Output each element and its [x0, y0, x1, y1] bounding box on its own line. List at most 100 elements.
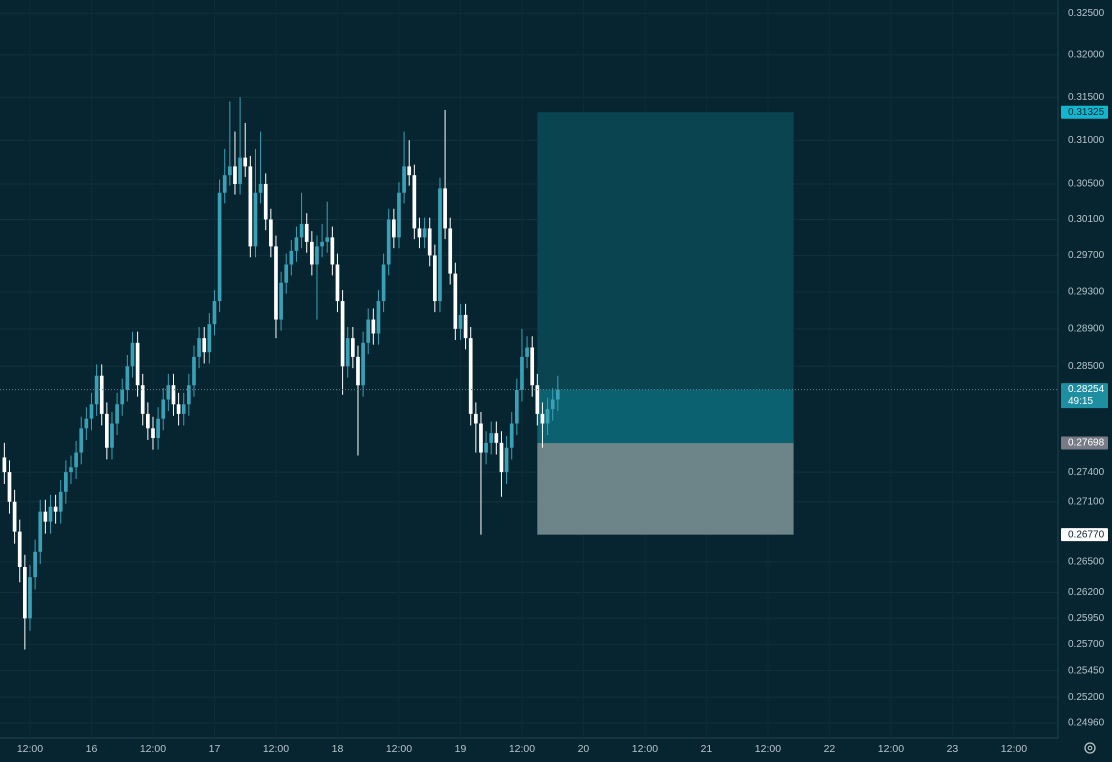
- x-tick-label: 22: [824, 743, 836, 755]
- candle-body: [371, 319, 376, 334]
- candle-body: [187, 385, 191, 405]
- candle-body: [468, 338, 473, 414]
- candle-body: [79, 428, 84, 453]
- countdown-label: 49:15: [1068, 396, 1093, 407]
- candle-body: [279, 282, 283, 320]
- candle-body: [284, 264, 289, 283]
- candle-body: [135, 342, 140, 386]
- candle-body: [366, 319, 371, 343]
- candle-body: [289, 250, 294, 265]
- target-price-label-box: [1061, 105, 1108, 119]
- candle-body: [448, 228, 453, 274]
- y-tick-label: 0.25200: [1068, 692, 1105, 703]
- candle-body: [489, 433, 494, 443]
- candle-body: [340, 301, 345, 367]
- candle-body: [402, 166, 406, 193]
- y-tick-label: 0.25450: [1068, 665, 1105, 676]
- last-price-label: 0.28254: [1068, 384, 1105, 395]
- y-tick-label: 0.26200: [1068, 587, 1105, 598]
- candle-body: [268, 219, 273, 247]
- candle-body: [202, 338, 207, 353]
- y-tick-label: 0.25950: [1068, 613, 1105, 624]
- candle-body: [550, 399, 555, 410]
- candle-body: [58, 491, 63, 512]
- candle-body: [253, 192, 258, 247]
- x-tick-label: 12:00: [386, 743, 412, 755]
- candle-body: [315, 246, 319, 265]
- candle-body: [381, 264, 386, 302]
- y-tick-label: 0.32500: [1068, 8, 1105, 19]
- candle-body: [69, 467, 73, 473]
- candle-body: [417, 228, 422, 238]
- candle-body: [7, 472, 12, 502]
- candle-body: [28, 577, 32, 619]
- candle-body: [166, 385, 171, 400]
- candle-body: [23, 566, 27, 619]
- candle-body: [356, 356, 360, 386]
- candle-body: [504, 447, 509, 473]
- candle-body: [499, 442, 504, 473]
- y-tick-label: 0.25700: [1068, 639, 1105, 650]
- target-price-label: 0.31325: [1068, 107, 1105, 118]
- candle-body: [443, 188, 447, 229]
- candle-body: [304, 223, 309, 242]
- x-tick-label: 12:00: [632, 743, 658, 755]
- candle-body: [233, 166, 237, 184]
- candle-body: [258, 183, 263, 193]
- settings-icon[interactable]: [1084, 742, 1096, 754]
- candle-body: [294, 237, 299, 251]
- candle-body: [520, 356, 524, 390]
- candle-body: [453, 273, 458, 329]
- x-tick-label: 12:00: [263, 743, 289, 755]
- open-profit-zone: [537, 389, 794, 444]
- candle-body: [509, 423, 514, 448]
- settings-ring: [1084, 742, 1096, 754]
- candle-body: [361, 342, 365, 386]
- y-tick-label: 0.24960: [1068, 718, 1105, 729]
- x-tick-label: 23: [947, 743, 959, 755]
- y-tick-label: 0.29700: [1068, 250, 1105, 261]
- x-tick-label: 12:00: [755, 743, 781, 755]
- y-tick-label: 0.27100: [1068, 496, 1105, 507]
- candle-body: [140, 385, 145, 414]
- candle-body: [535, 385, 540, 414]
- candle-body: [540, 413, 545, 424]
- x-tick-label: 19: [455, 743, 467, 755]
- candle-body: [17, 531, 22, 567]
- y-tick-label: 0.31000: [1068, 135, 1105, 146]
- candle-body: [391, 219, 396, 238]
- candle-body: [320, 241, 324, 247]
- candle-body: [248, 166, 253, 247]
- candle-body: [484, 442, 488, 453]
- candle-body: [545, 409, 550, 424]
- settings-core: [1087, 745, 1093, 751]
- candle-body: [325, 237, 330, 242]
- y-tick-label: 0.32000: [1068, 50, 1105, 61]
- x-tick-label: 12:00: [878, 743, 904, 755]
- candle-body: [53, 506, 58, 512]
- y-tick-label: 0.30100: [1068, 214, 1105, 225]
- y-tick-label: 0.31500: [1068, 92, 1105, 103]
- candle-body: [299, 223, 304, 238]
- candle-body: [350, 338, 355, 357]
- x-tick-label: 20: [578, 743, 590, 755]
- candle-body: [479, 423, 483, 453]
- candle-body: [422, 228, 427, 238]
- candle-body: [463, 314, 468, 339]
- candle-body: [243, 157, 248, 167]
- candle-body: [412, 175, 417, 229]
- candle-body: [43, 511, 48, 522]
- candle-body: [125, 366, 130, 390]
- candle-body: [386, 219, 391, 265]
- candle-body: [473, 413, 478, 424]
- candle-body: [146, 413, 150, 429]
- x-tick-label: 12:00: [17, 743, 43, 755]
- x-tick-label: 12:00: [1001, 743, 1027, 755]
- candle-body: [156, 418, 160, 438]
- candle-body: [458, 314, 463, 329]
- x-tick-label: 16: [86, 743, 98, 755]
- x-tick-label: 12:00: [140, 743, 166, 755]
- candle-body: [217, 192, 222, 302]
